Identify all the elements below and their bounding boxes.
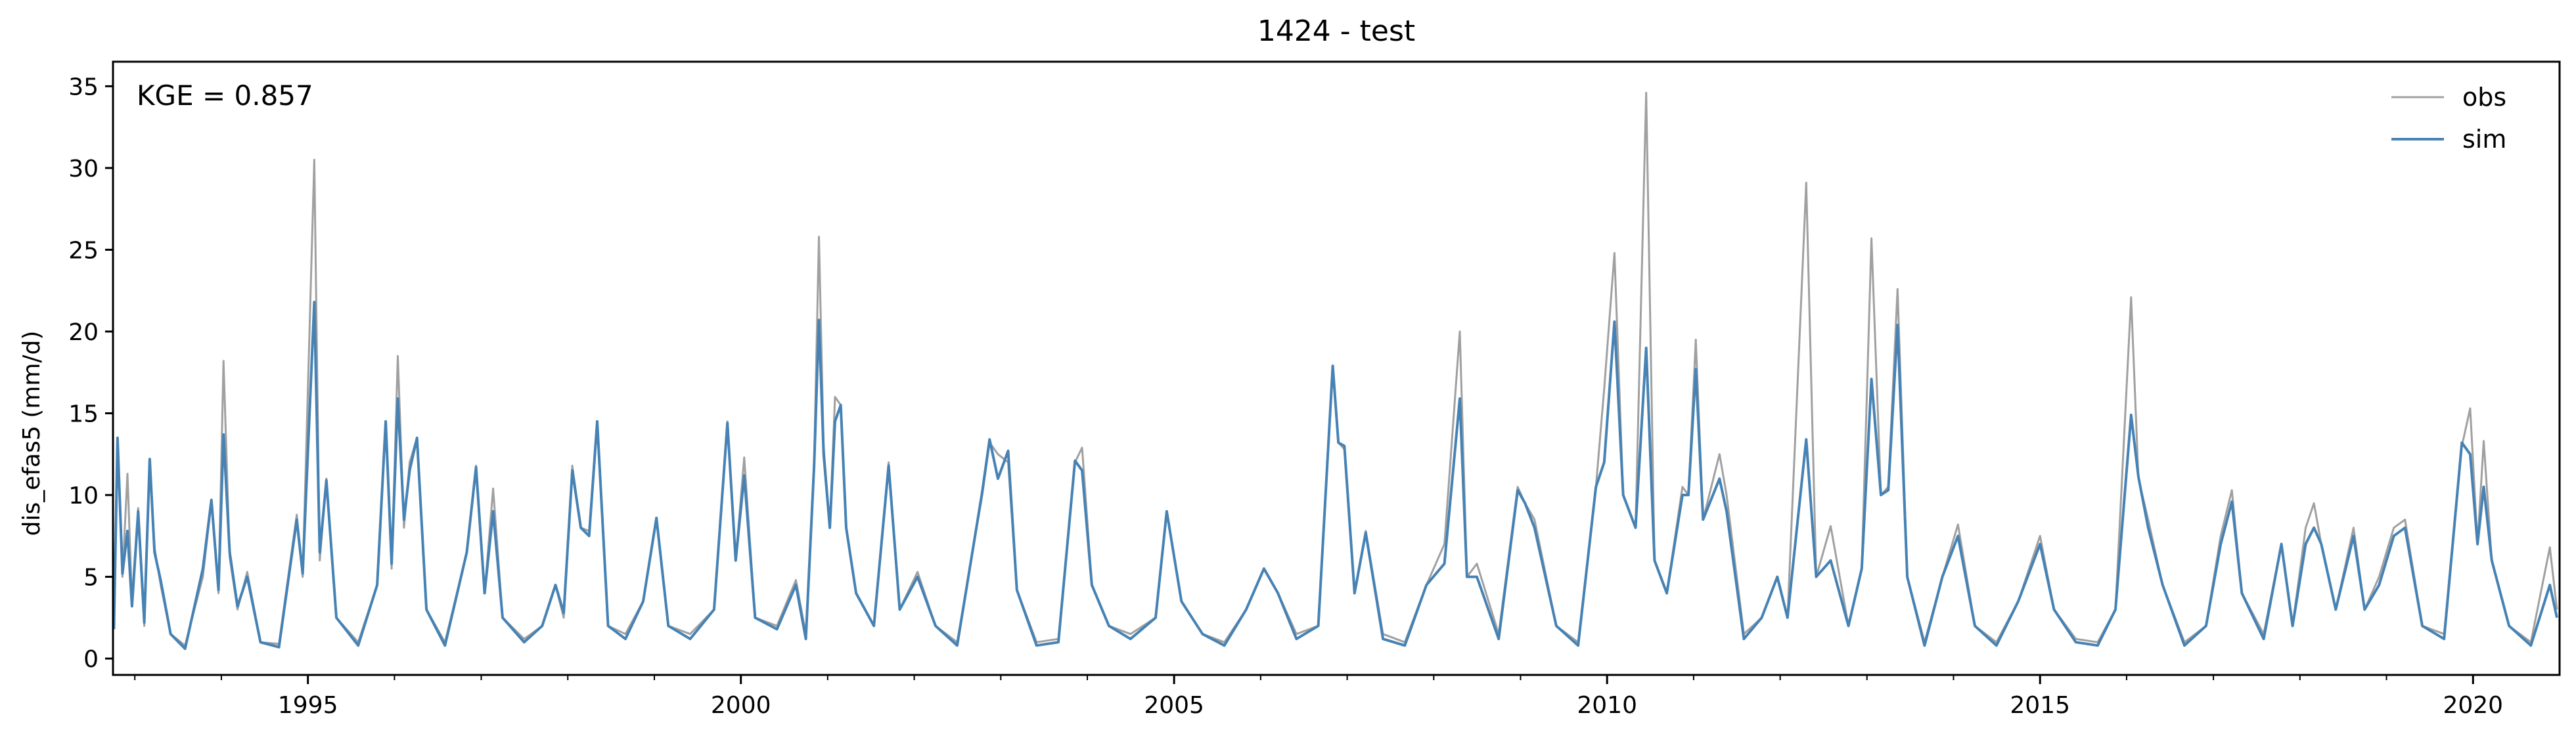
series-line-sim (113, 301, 2558, 651)
y-tick-label: 30 (68, 156, 99, 183)
y-tick-label: 15 (68, 400, 99, 427)
legend: obs sim (2391, 83, 2506, 154)
kge-annotation: KGE = 0.857 (137, 79, 313, 112)
y-tick-label: 35 (68, 74, 99, 100)
x-tick-label: 2000 (711, 692, 771, 719)
x-tick-label: 2020 (2443, 692, 2503, 719)
legend-label-obs: obs (2462, 83, 2506, 112)
y-tick-label: 0 (83, 646, 99, 673)
x-tick-label: 2015 (2010, 692, 2070, 719)
chart-title: 1424 - test (1257, 14, 1415, 48)
x-tick-label: 1995 (278, 692, 338, 719)
y-tick-label: 10 (68, 483, 99, 509)
series-layer (113, 91, 2558, 651)
y-tick-label: 20 (68, 319, 99, 346)
y-axis-ticks: 0 5 10 15 20 25 30 35 (68, 74, 113, 673)
y-axis-label: dis_efas5 (mm/d) (18, 331, 45, 536)
plot-frame (112, 60, 2561, 676)
x-axis-ticks: 1995 2000 2005 2010 2015 2020 (134, 675, 2503, 719)
x-tick-label: 2010 (1577, 692, 1637, 719)
y-tick-label: 5 (83, 565, 99, 592)
legend-label-sim: sim (2462, 125, 2506, 154)
x-tick-label: 2005 (1144, 692, 1204, 719)
y-tick-label: 25 (68, 237, 99, 264)
series-line-obs (113, 91, 2558, 647)
